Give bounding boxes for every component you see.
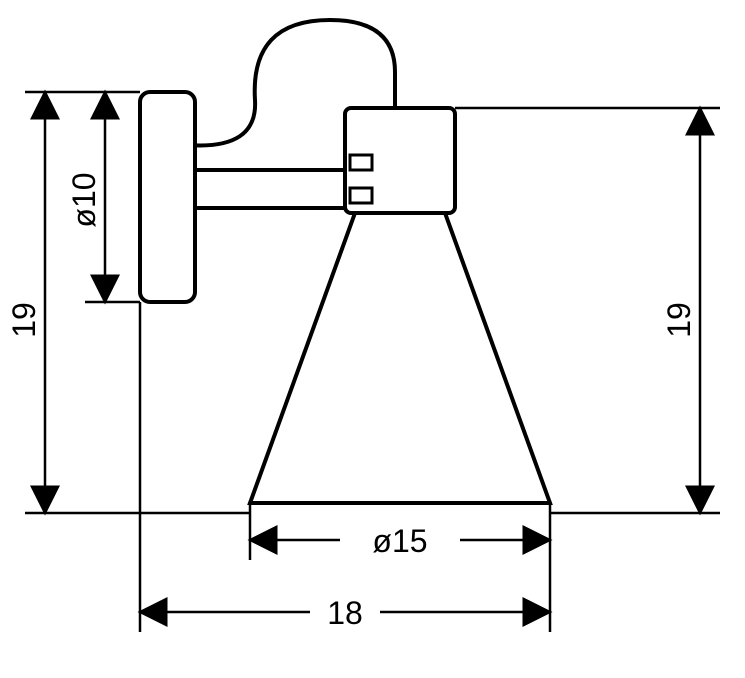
- dim-shade-diameter-label: ø15: [372, 523, 427, 559]
- dim-shade-diameter: ø15: [250, 503, 550, 560]
- dim-depth-label: 18: [327, 595, 363, 631]
- dim-mount-diameter: ø10: [66, 92, 140, 302]
- arm: [195, 170, 350, 208]
- dim-right-height-label: 19: [661, 302, 697, 338]
- mount-plate: [140, 92, 195, 302]
- lamp-diagram-svg: 19 ø10 19 ø15 18: [0, 0, 745, 678]
- technical-drawing: 19 ø10 19 ø15 18: [0, 0, 745, 678]
- bolt-upper: [350, 155, 372, 170]
- bolt-lower: [350, 188, 372, 203]
- lamp-shade: [250, 213, 550, 503]
- dim-left-height-label: 19: [6, 302, 42, 338]
- dim-mount-diameter-label: ø10: [66, 172, 102, 227]
